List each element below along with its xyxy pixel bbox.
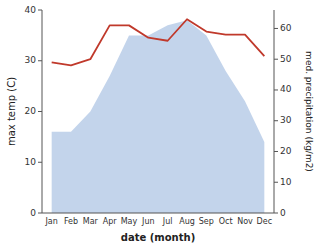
y-tick — [38, 213, 42, 214]
y2-tick-label: 10 — [280, 177, 292, 187]
x-axis-label: date (month) — [121, 232, 195, 243]
y2-axis-label: med. precipitation (kg/m2) — [304, 51, 314, 172]
x-tick-label: Jul — [162, 217, 173, 226]
y2-tick — [274, 213, 278, 214]
temperature-area — [52, 20, 265, 213]
y2-tick — [274, 28, 278, 29]
y2-tick-label: 60 — [280, 23, 292, 33]
x-tick-label: Sep — [199, 217, 214, 226]
y-tick — [38, 111, 42, 112]
x-tick-label: Feb — [64, 217, 78, 226]
y2-tick-label: 0 — [280, 208, 286, 218]
y2-tick-label: 40 — [280, 84, 292, 94]
x-axis-line — [42, 213, 274, 214]
precipitation-line — [52, 19, 265, 65]
y2-tick — [274, 59, 278, 60]
y-tick-label: 0 — [30, 208, 36, 218]
x-tick-label: Jun — [141, 217, 155, 226]
y-tick-label: 30 — [25, 55, 37, 65]
y2-tick — [274, 120, 278, 121]
y2-tick — [274, 182, 278, 183]
y2-tick-label: 50 — [280, 54, 292, 64]
x-tick-label: Jan — [44, 217, 57, 226]
y-tick — [38, 60, 42, 61]
y2-tick — [274, 151, 278, 152]
y-tick-label: 40 — [25, 5, 37, 15]
x-axis: Jan Feb Mar AprMayJun Jul Aug Sep Oct Nov Dec date… — [42, 213, 274, 243]
y-tick — [38, 162, 42, 163]
x-tick-label: Oct — [219, 217, 233, 226]
plot-area — [52, 19, 265, 213]
x-tick-label: Apr — [103, 217, 118, 226]
y-axis: 0 10 20 30 40 max temp (C) — [6, 5, 42, 218]
y2-tick-label: 20 — [280, 146, 292, 156]
y-axis-label: max temp (C) — [6, 77, 17, 146]
y2-axis: 0 10 20 30 40 50 60 med. precipitation (kg/m2) — [274, 10, 314, 218]
y2-tick — [274, 89, 278, 90]
y-tick-label: 20 — [25, 106, 37, 116]
x-tick-label: Aug — [179, 217, 195, 226]
x-tick-label: Nov — [237, 217, 253, 226]
y-tick-label: 10 — [25, 157, 37, 167]
chart: 0 10 20 30 40 max temp (C) 0 10 20 30 40 50 60 med. p… — [0, 0, 318, 247]
y-tick — [38, 10, 42, 11]
y2-tick-label: 30 — [280, 115, 292, 125]
x-tick-label: Mar — [83, 217, 99, 226]
x-tick-label: May — [121, 217, 138, 226]
x-tick-label: Dec — [257, 217, 272, 226]
